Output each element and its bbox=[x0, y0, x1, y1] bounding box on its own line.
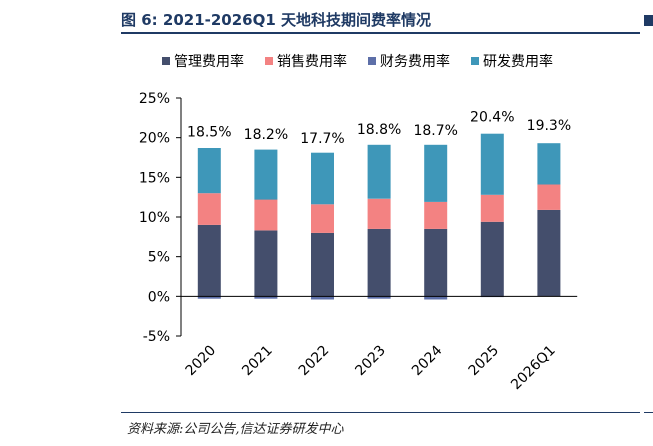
x-tick-label: 2020 bbox=[183, 343, 220, 380]
total-label: 20.4% bbox=[470, 109, 514, 125]
bar-segment bbox=[197, 296, 221, 299]
bar-segment bbox=[311, 296, 334, 300]
y-tick-label: 15% bbox=[139, 170, 170, 186]
bar-segment bbox=[311, 204, 334, 233]
x-tick-label: 2026Q1 bbox=[508, 343, 559, 394]
bar-segment bbox=[367, 296, 391, 299]
x-tick-label: 2024 bbox=[409, 342, 446, 379]
legend-swatch bbox=[471, 57, 479, 65]
legend-swatch bbox=[162, 57, 170, 65]
bar-segment bbox=[311, 232, 334, 297]
y-tick-label: 5% bbox=[148, 250, 170, 266]
bar-segment bbox=[424, 296, 448, 300]
legend-label: 研发费用率 bbox=[483, 53, 553, 70]
legend-item: 研发费用率 bbox=[471, 53, 553, 70]
total-label: 18.7% bbox=[413, 123, 457, 139]
bar-series bbox=[197, 133, 561, 300]
bar-segment bbox=[254, 149, 278, 200]
x-tick-label: 2025 bbox=[466, 343, 503, 380]
total-label: 19.3% bbox=[527, 118, 571, 134]
bar-segment bbox=[424, 228, 448, 297]
bar-segment bbox=[254, 230, 278, 297]
x-tick-label: 2022 bbox=[296, 343, 333, 380]
y-tick-label: -5% bbox=[143, 329, 170, 345]
bar-segment bbox=[367, 144, 391, 199]
bar-segment bbox=[367, 228, 391, 297]
adjacent-figure-edge-bottom bbox=[644, 412, 653, 413]
chart-legend: 管理费用率 销售费用率 财务费用率 研发费用率 bbox=[162, 53, 553, 70]
legend-label: 财务费用率 bbox=[380, 53, 450, 70]
y-tick-label: 0% bbox=[148, 289, 170, 305]
total-labels: 18.5% 18.2% 17.7% 18.8% 18.7% 20.4% 19.3% bbox=[187, 109, 571, 146]
x-tick-label: 2023 bbox=[352, 343, 389, 380]
bar-segment bbox=[254, 296, 278, 299]
total-label: 18.5% bbox=[187, 125, 231, 141]
y-tick-label: 25% bbox=[139, 91, 170, 107]
bar-segment bbox=[537, 209, 561, 297]
y-tick-label: 10% bbox=[139, 210, 170, 226]
bar-segment bbox=[311, 152, 334, 205]
bar-segment bbox=[197, 193, 221, 225]
total-label: 18.2% bbox=[244, 127, 288, 143]
legend-swatch bbox=[368, 57, 376, 65]
legend-item: 销售费用率 bbox=[265, 53, 347, 70]
adjacent-figure-edge bbox=[644, 15, 653, 26]
legend-item: 财务费用率 bbox=[368, 53, 450, 70]
bar-segment bbox=[424, 201, 448, 229]
bar-segment bbox=[424, 144, 448, 202]
bar-segment bbox=[480, 221, 504, 297]
bar-segment bbox=[537, 143, 561, 185]
x-tick-label: 2021 bbox=[239, 343, 276, 380]
bar-segment bbox=[367, 198, 391, 229]
bar-segment bbox=[480, 133, 504, 195]
legend-item: 管理费用率 bbox=[162, 53, 244, 70]
total-label: 17.7% bbox=[300, 131, 344, 147]
bar-segment bbox=[197, 148, 221, 194]
bar-segment bbox=[480, 194, 504, 222]
figure-title: 图 6: 2021-2026Q1 天地科技期间费率情况 bbox=[121, 11, 432, 29]
source-rule bbox=[121, 412, 640, 413]
total-label: 18.8% bbox=[357, 122, 401, 138]
y-axis: -5% 0% 5% 10% 15% 20% 25% bbox=[139, 91, 182, 345]
bar-segment bbox=[254, 199, 278, 231]
bar-segment bbox=[537, 184, 561, 210]
legend-label: 销售费用率 bbox=[277, 53, 347, 70]
x-axis: 2020 2021 2022 2023 2024 2025 2026Q1 bbox=[181, 295, 578, 394]
source-note: 资料来源:公司公告,信达证券研发中心 bbox=[127, 422, 344, 437]
legend-swatch bbox=[265, 57, 273, 65]
bar-segment bbox=[197, 224, 221, 297]
title-rule bbox=[121, 32, 640, 34]
y-tick-label: 20% bbox=[139, 131, 170, 147]
legend-label: 管理费用率 bbox=[174, 53, 244, 70]
